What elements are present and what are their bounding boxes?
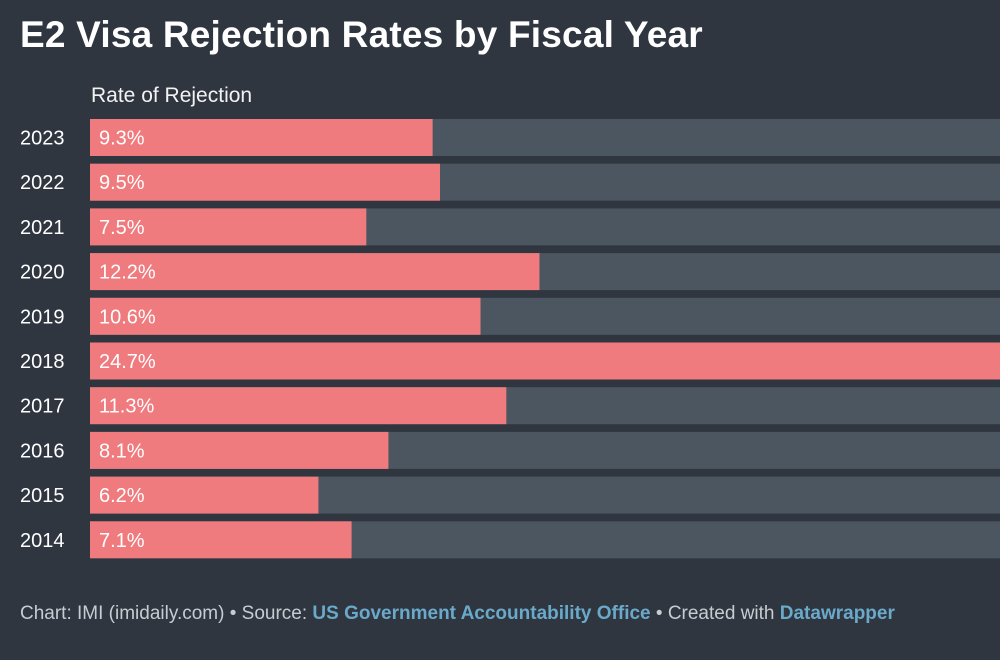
- value-label: 11.3%: [99, 396, 154, 418]
- value-label: 7.5%: [99, 217, 145, 239]
- bar: [90, 208, 367, 246]
- bar: [90, 297, 481, 335]
- bar: [90, 431, 389, 469]
- bar-chart: 2023 9.3% 2022 9.5% 2021 7.5% 2020 12.2% 2019 10.…: [20, 119, 1000, 559]
- chart-title: E2 Visa Rejection Rates by Fiscal Year: [20, 14, 703, 55]
- bar: [90, 253, 540, 291]
- category-label: 2018: [20, 351, 65, 373]
- bar: [90, 163, 440, 201]
- category-label: 2021: [20, 217, 65, 239]
- bar: [90, 342, 1000, 380]
- footer-middle: • Created with: [650, 603, 780, 624]
- value-label: 10.6%: [99, 306, 156, 328]
- category-label: 2023: [20, 128, 65, 150]
- category-label: 2019: [20, 306, 65, 328]
- bar: [90, 521, 352, 559]
- bar: [90, 476, 319, 514]
- column-header: Rate of Rejection: [91, 84, 253, 107]
- source-link[interactable]: US Government Accountability Office: [312, 603, 651, 624]
- value-label: 9.3%: [99, 128, 145, 150]
- bar: [90, 387, 507, 425]
- category-label: 2022: [20, 172, 65, 194]
- value-label: 12.2%: [99, 262, 156, 284]
- category-label: 2015: [20, 485, 65, 507]
- category-label: 2016: [20, 440, 65, 462]
- footer-prefix: Chart: IMI (imidaily.com) • Source:: [20, 603, 313, 624]
- value-label: 8.1%: [99, 440, 145, 462]
- category-label: 2020: [20, 262, 65, 284]
- value-label: 7.1%: [99, 530, 145, 552]
- value-label: 6.2%: [99, 485, 145, 507]
- datawrapper-link[interactable]: Datawrapper: [779, 603, 895, 624]
- value-label: 24.7%: [99, 351, 156, 373]
- bar: [90, 119, 433, 156]
- category-label: 2017: [20, 396, 65, 418]
- category-label: 2014: [20, 530, 65, 552]
- value-label: 9.5%: [99, 172, 145, 194]
- footer-credit: Chart: IMI (imidaily.com) • Source: US G…: [20, 603, 895, 625]
